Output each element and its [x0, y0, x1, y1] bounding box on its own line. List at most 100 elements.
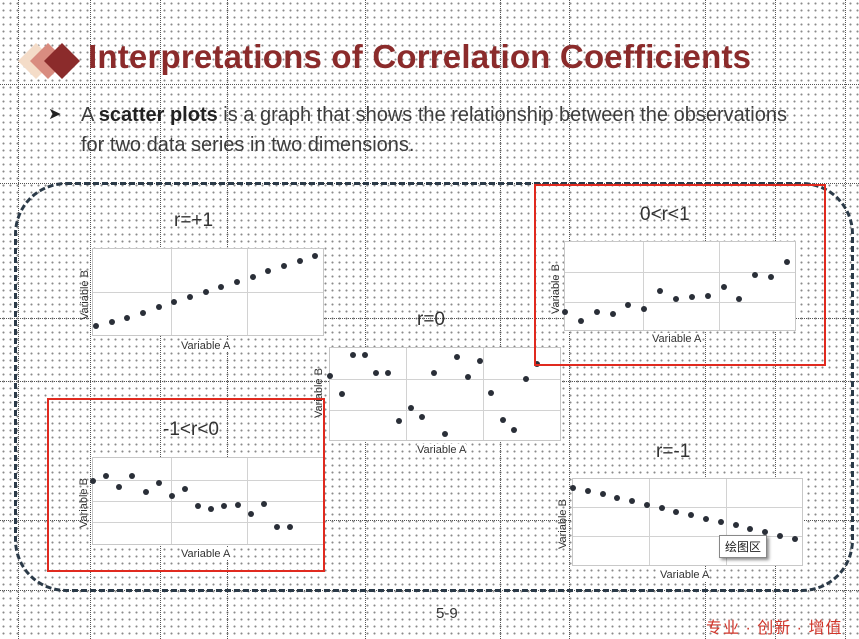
chart-title-positive-perfect: r=+1 [174, 210, 214, 231]
data-point [658, 505, 665, 512]
plot-area-tooltip: 绘图区 [719, 535, 768, 558]
plot-area-positive-partial [562, 241, 796, 331]
data-point [249, 273, 256, 280]
data-point [280, 263, 287, 270]
data-point [221, 503, 228, 510]
data-point [296, 258, 303, 265]
data-point [570, 484, 576, 491]
x-axis-label: Variable A [181, 548, 231, 560]
data-point [202, 289, 209, 295]
data-point [702, 515, 709, 522]
data-point [534, 360, 540, 367]
data-point [641, 305, 648, 312]
plot-area-positive-perfect [92, 248, 324, 336]
data-point [93, 323, 100, 330]
data-point [791, 536, 798, 543]
bullet-paragraph: ➤ A scatter plots is a graph that shows … [48, 100, 810, 160]
data-point [155, 304, 162, 311]
data-point [274, 523, 280, 530]
plot-area-zero [327, 347, 561, 441]
data-point [265, 268, 272, 275]
data-point [430, 369, 437, 376]
chart-title-zero: r=0 [417, 309, 445, 330]
highlight-box-positive-partial [534, 184, 826, 366]
data-point [704, 292, 711, 299]
data-point [614, 494, 621, 501]
data-point [442, 431, 448, 438]
data-point [287, 523, 294, 530]
bullet-rest: is a graph that shows the relationship b… [81, 104, 787, 156]
charts-frame [14, 182, 854, 592]
data-point [768, 274, 775, 281]
data-point [90, 478, 96, 485]
data-point [373, 369, 379, 376]
data-point [784, 259, 791, 266]
data-point [488, 390, 494, 397]
data-point [593, 309, 600, 316]
chart-title-negative-partial: -1<r<0 [163, 419, 219, 440]
data-point [312, 252, 319, 259]
data-point [187, 294, 193, 301]
x-axis-label: Variable A [417, 444, 467, 456]
data-point [247, 510, 254, 517]
data-point [140, 309, 147, 316]
data-point [384, 369, 391, 376]
data-point [747, 525, 754, 532]
data-point [350, 352, 356, 359]
data-point [688, 293, 695, 300]
data-point [762, 529, 769, 536]
y-axis-label: Variable B [79, 270, 91, 320]
data-point [584, 488, 591, 495]
data-point [599, 491, 606, 498]
data-point [195, 503, 202, 510]
data-point [688, 512, 695, 519]
data-point [732, 522, 739, 529]
x-axis-label: Variable A [652, 333, 702, 345]
data-point [476, 357, 483, 364]
guide-line [0, 318, 859, 319]
bullet-prefix: A [81, 104, 99, 126]
data-point [407, 404, 414, 411]
data-point [625, 302, 632, 309]
data-point [124, 314, 131, 321]
footer-slogan: 专业 · 创新 · 增值 [706, 620, 843, 637]
data-point [720, 283, 727, 290]
data-point [361, 352, 368, 359]
data-point [453, 354, 460, 361]
data-point [171, 299, 178, 306]
page-title: Interpretations of Correlation Coefficie… [88, 38, 752, 75]
data-point [129, 473, 136, 480]
guide-line [90, 0, 91, 639]
data-point [327, 372, 333, 379]
chart-title-negative-perfect: r=-1 [656, 441, 691, 462]
data-point [643, 501, 650, 508]
data-point [116, 484, 123, 491]
data-point [499, 416, 506, 423]
plot-area-negative-perfect [570, 478, 803, 566]
data-point [522, 376, 529, 383]
data-point [155, 479, 162, 486]
data-point [338, 391, 345, 397]
data-point [752, 272, 759, 279]
arrow-bullet-icon: ➤ [48, 106, 62, 123]
data-point [511, 426, 517, 433]
data-point [657, 288, 664, 295]
data-point [142, 488, 149, 495]
data-point [562, 308, 568, 315]
data-point [776, 532, 783, 539]
data-point [233, 278, 240, 285]
data-point [736, 296, 743, 303]
bullet-bold-term: scatter plots [98, 104, 218, 126]
data-point [260, 501, 267, 508]
diamond-logo-icon [18, 43, 80, 79]
data-point [673, 296, 680, 303]
data-point [182, 485, 188, 492]
data-point [396, 417, 402, 424]
data-point [673, 508, 680, 515]
data-point [208, 505, 215, 512]
guide-line [0, 520, 859, 521]
data-point [577, 318, 584, 325]
data-point [419, 414, 425, 420]
data-point [717, 519, 724, 525]
guide-line [18, 0, 19, 639]
